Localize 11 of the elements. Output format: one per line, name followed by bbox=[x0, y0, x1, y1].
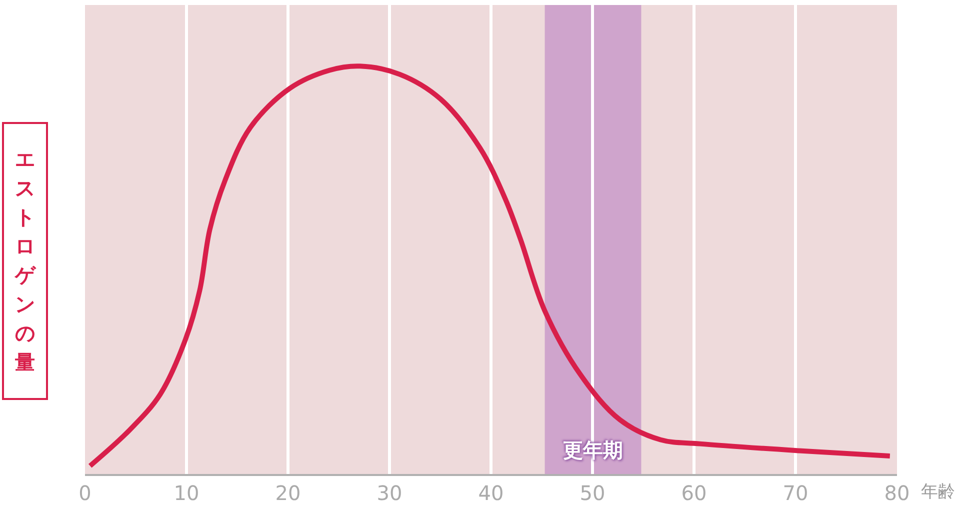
x-tick-label: 60 bbox=[681, 481, 707, 505]
x-tick-label: 0 bbox=[78, 481, 92, 505]
x-tick-label: 10 bbox=[174, 481, 200, 505]
y-axis-title: エストロゲンの量 bbox=[15, 146, 35, 376]
x-tick-label: 50 bbox=[580, 481, 606, 505]
x-axis-title: 年齢 bbox=[921, 479, 955, 502]
x-tick-label: 30 bbox=[376, 481, 402, 505]
x-tick-label: 40 bbox=[478, 481, 504, 505]
x-tick-label: 20 bbox=[275, 481, 301, 505]
x-tick-label: 80 bbox=[884, 481, 910, 505]
x-tick-label: 70 bbox=[782, 481, 808, 505]
